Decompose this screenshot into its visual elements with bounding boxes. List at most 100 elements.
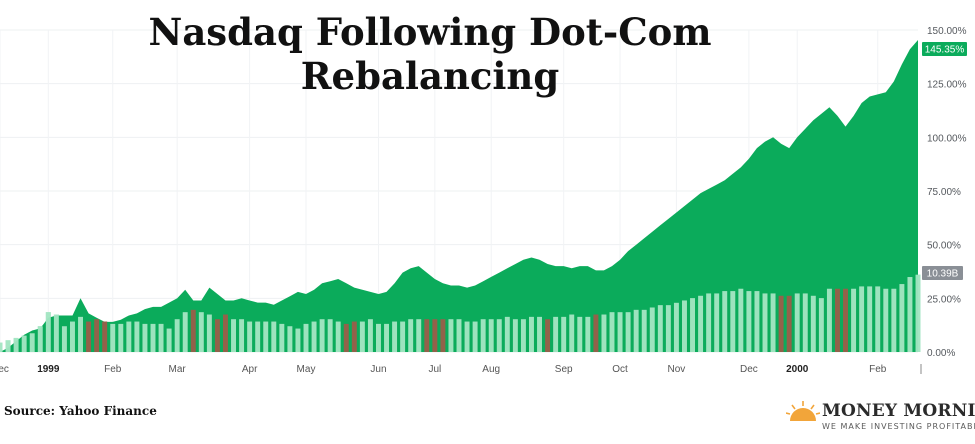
price-area-path bbox=[0, 40, 918, 352]
volume-bar bbox=[698, 295, 704, 352]
x-tick-label: Apr bbox=[242, 364, 258, 375]
volume-bar bbox=[432, 319, 438, 352]
volume-bar bbox=[537, 316, 543, 352]
volume-bar bbox=[448, 319, 454, 352]
volume-bar bbox=[456, 319, 462, 352]
volume-bar bbox=[134, 321, 140, 352]
volume-bar bbox=[851, 288, 857, 352]
x-tick-label: Dec bbox=[0, 364, 9, 375]
volume-bar bbox=[649, 307, 655, 352]
volume-bar bbox=[287, 326, 293, 352]
volume-bar bbox=[738, 288, 744, 352]
volume-bar bbox=[231, 319, 237, 352]
volume-bar bbox=[150, 323, 156, 352]
volume-bar bbox=[295, 328, 301, 352]
volume-bar bbox=[343, 323, 349, 352]
volume-bar bbox=[625, 312, 631, 352]
x-tick-label: Aug bbox=[482, 364, 500, 375]
x-tick-label: Oct bbox=[612, 364, 628, 375]
y-tick-label: 100.00% bbox=[927, 133, 967, 144]
volume-bar bbox=[480, 319, 486, 352]
volume-bar bbox=[754, 291, 760, 352]
brand-logo: MONEY MORNING WE MAKE INVESTING PROFITAB… bbox=[786, 401, 975, 441]
volume-bar bbox=[577, 316, 583, 352]
volume-bar bbox=[367, 319, 373, 352]
y-tick-label: 125.00% bbox=[927, 80, 967, 91]
y-tick-label: 75.00% bbox=[927, 187, 961, 198]
y-axis: 150.00% 125.00% 100.00% 75.00% 50.00% 25.00% 0… bbox=[927, 26, 967, 359]
volume-bar bbox=[915, 274, 921, 352]
x-tick-label: Feb bbox=[869, 364, 887, 375]
volume-bar bbox=[37, 326, 43, 352]
volume-bar bbox=[158, 323, 164, 352]
x-tick-label: Mar bbox=[169, 364, 187, 375]
chart-title: Nasdaq Following Dot-Com Rebalancing bbox=[148, 10, 712, 98]
price-tag-label: 145.35% bbox=[925, 44, 965, 55]
volume-bar bbox=[351, 321, 357, 352]
volume-bar bbox=[102, 321, 108, 352]
volume-bar bbox=[303, 323, 309, 352]
volume-bar bbox=[424, 319, 430, 352]
volume-bar bbox=[641, 309, 647, 352]
volume-bar bbox=[440, 319, 446, 352]
source-note: Source: Yahoo Finance bbox=[4, 404, 157, 418]
volume-bar bbox=[166, 328, 172, 352]
volume-bar bbox=[762, 293, 768, 352]
volume-bar bbox=[706, 293, 712, 352]
price-tag-bg bbox=[922, 41, 967, 56]
sun-icon bbox=[786, 401, 820, 421]
volume-bar bbox=[0, 342, 3, 352]
volume-bar bbox=[118, 323, 124, 352]
x-tick-label: Jul bbox=[428, 364, 441, 375]
volume-bar bbox=[174, 319, 180, 352]
y-tick-label: 0.00% bbox=[927, 348, 955, 359]
x-tick-label: Jun bbox=[370, 364, 386, 375]
volume-bar bbox=[673, 302, 679, 352]
volume-bar bbox=[665, 305, 671, 352]
volume-bar bbox=[392, 321, 398, 352]
volume-bar bbox=[239, 319, 245, 352]
volume-bar bbox=[53, 314, 59, 352]
volume-bar bbox=[190, 309, 196, 352]
volume-bar bbox=[311, 321, 317, 352]
volume-bar bbox=[609, 312, 615, 352]
volume-bar bbox=[464, 321, 470, 352]
volume-bar bbox=[504, 316, 510, 352]
x-tick-label: May bbox=[297, 364, 316, 375]
volume-bar bbox=[327, 319, 333, 352]
volume-bar bbox=[899, 284, 905, 352]
volume-bar bbox=[883, 288, 889, 352]
volume-bar bbox=[319, 319, 325, 352]
volume-bar bbox=[834, 288, 840, 352]
volume-bar bbox=[617, 312, 623, 352]
volume-bar bbox=[13, 337, 19, 352]
volume-bar bbox=[867, 286, 873, 352]
volume-bar bbox=[730, 291, 736, 352]
volume-bar bbox=[255, 321, 261, 352]
brand-tagline: WE MAKE INVESTING PROFITABLE bbox=[822, 422, 975, 431]
volume-bar bbox=[279, 323, 285, 352]
volume-bar bbox=[335, 321, 341, 352]
y-tick-label: 150.00% bbox=[927, 26, 967, 37]
brand-name: MONEY MORNING bbox=[822, 401, 975, 421]
volume-bar bbox=[271, 321, 277, 352]
volume-bar bbox=[359, 321, 365, 352]
volume-bar bbox=[561, 316, 567, 352]
volume-bar bbox=[585, 316, 591, 352]
volume-tag-bg bbox=[922, 266, 963, 280]
volume-bar bbox=[512, 319, 518, 352]
volume-bar bbox=[94, 319, 100, 352]
volume-bar bbox=[142, 323, 148, 352]
volume-bar bbox=[5, 340, 11, 352]
volume-bar bbox=[714, 293, 720, 352]
volume-bar bbox=[384, 323, 390, 352]
volume-bar bbox=[29, 333, 35, 352]
volume-bar bbox=[375, 323, 381, 352]
volume-bar bbox=[408, 319, 414, 352]
x-tick-label: Sep bbox=[555, 364, 573, 375]
volume-bar bbox=[21, 335, 27, 352]
volume-bar bbox=[222, 314, 228, 352]
volume-bar bbox=[545, 319, 551, 352]
volume-bar bbox=[593, 314, 599, 352]
volume-bar bbox=[86, 321, 92, 352]
